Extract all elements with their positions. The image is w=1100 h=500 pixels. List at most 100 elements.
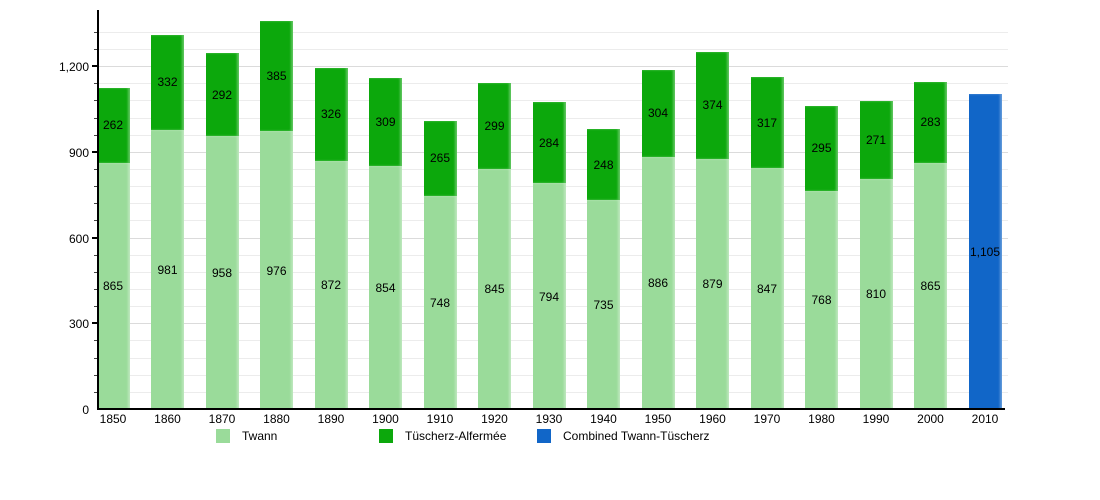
bar-value-label-twann-1900: 854: [375, 281, 396, 295]
bar-segment-t-scherz-alferm-e-1880: 385: [260, 21, 293, 132]
legend-swatch-twann: [216, 429, 230, 443]
bar-value-label-t-scherz-alferm-e-1970: 317: [756, 115, 778, 130]
bar-segment-twann-1980: 768: [805, 190, 838, 410]
legend-label-t-scherz-alferm-e: Tüscherz-Alfermée: [405, 429, 507, 443]
minor-gridline-1260: [98, 49, 1008, 50]
legend-item-combined-twann-t-scherz: Combined Twann-Tüscherz: [537, 429, 710, 443]
legend-label-combined-twann-t-scherz: Combined Twann-Tüscherz: [563, 429, 710, 443]
bar-segment-t-scherz-alferm-e-2000: 283: [914, 82, 947, 163]
legend: Twann Tüscherz-Alfermée Combined Twann-Tüs…: [0, 429, 1100, 447]
bar-segment-t-scherz-alferm-e-1870: 292: [205, 52, 239, 137]
bar-segment-twann-1860: 981: [151, 129, 184, 410]
bar-value-label-twann-1850: 865: [102, 279, 124, 294]
bar-segment-twann-1880: 976: [260, 131, 293, 410]
bar-segment-t-scherz-alferm-e-1960: 374: [696, 52, 729, 159]
bar-segment-t-scherz-alferm-e-1980: 295: [805, 106, 838, 191]
bar-segment-t-scherz-alferm-e-1850: 262: [96, 88, 130, 163]
x-axis-label-1930: 1930: [535, 412, 563, 426]
minor-gridline-1080: [98, 100, 1008, 102]
y-axis-tick-360: [94, 306, 98, 308]
bar-segment-t-scherz-alferm-e-1930: 284: [532, 102, 566, 184]
legend-item-twann: Twann: [216, 429, 277, 443]
bar-value-label-twann-1970: 847: [756, 282, 778, 296]
x-axis-label-1870: 1870: [208, 412, 236, 426]
bar-value-label-twann-1920: 845: [484, 282, 505, 297]
bar-value-label-t-scherz-alferm-e-1990: 271: [865, 132, 887, 147]
x-axis-label-2010: 2010: [971, 412, 999, 426]
x-axis-label-1980: 1980: [808, 412, 835, 426]
y-axis-tick-1020: [94, 117, 98, 119]
y-axis-tick-1140: [94, 83, 98, 85]
y-axis-tick-660: [94, 220, 98, 222]
y-axis-label-300: 300: [68, 317, 89, 332]
x-axis-label-1990: 1990: [862, 412, 890, 426]
y-axis-label-900: 900: [68, 145, 89, 160]
bar-segment-twann-1890: 872: [314, 160, 348, 410]
x-axis-label-1950: 1950: [644, 412, 672, 426]
x-axis-labels: 1850 1860 1870 1880 1890 1900 1910 1920 1930 1940…: [98, 412, 1008, 428]
bar-value-label-twann-1940: 735: [593, 298, 614, 312]
bar-value-label-t-scherz-alferm-e-2000: 283: [920, 115, 941, 130]
y-axis-tick-1320: [94, 31, 98, 33]
minor-gridline-1320: [98, 31, 1008, 33]
bar-value-label-twann-1880: 976: [266, 263, 287, 278]
x-axis-label-1900: 1900: [372, 412, 399, 426]
bar-value-label-t-scherz-alferm-e-1890: 326: [320, 107, 342, 122]
bar-segment-t-scherz-alferm-e-1970: 317: [750, 77, 784, 168]
bar-value-label-t-scherz-alferm-e-1870: 292: [211, 87, 233, 102]
y-axis-tick-240: [94, 340, 98, 342]
bar-segment-t-scherz-alferm-e-1950: 304: [641, 70, 675, 157]
x-axis-label-1860: 1860: [154, 412, 181, 426]
bar-segment-twann-1960: 879: [696, 158, 729, 410]
y-axis-tick-840: [94, 169, 98, 170]
y-axis-line: [97, 10, 99, 410]
bar-segment-twann-1900: 854: [369, 166, 402, 410]
bar-value-label-t-scherz-alferm-e-1850: 262: [102, 118, 124, 133]
bar-value-label-t-scherz-alferm-e-1950: 304: [647, 106, 669, 121]
bar-value-label-twann-1930: 794: [538, 289, 560, 304]
x-axis-label-1880: 1880: [263, 412, 290, 426]
bar-segment-t-scherz-alferm-e-1940: 248: [587, 129, 620, 200]
bar-segment-twann-1990: 810: [859, 178, 893, 410]
x-axis-label-1940: 1940: [590, 412, 617, 426]
y-axis-tick-960: [94, 134, 98, 136]
y-axis-tick-1260: [94, 49, 98, 50]
x-axis-label-1970: 1970: [753, 412, 781, 426]
bar-segment-twann-1950: 886: [641, 156, 675, 410]
legend-swatch-combined-twann-t-scherz: [537, 429, 551, 443]
y-axis-label-1200: 1,200: [58, 60, 89, 75]
bar-segment-twann-2000: 865: [914, 162, 947, 410]
bar-segment-t-scherz-alferm-e-1890: 326: [314, 67, 348, 161]
bar-segment-t-scherz-alferm-e-1910: 265: [423, 120, 457, 197]
bar-segment-twann-1920: 845: [478, 168, 511, 410]
x-axis-label-1910: 1910: [426, 412, 454, 426]
legend-item-t-scherz-alferm-e: Tüscherz-Alfermée: [379, 429, 506, 443]
bar-value-label-twann-1870: 958: [211, 266, 233, 281]
y-axis-tick-420: [94, 289, 98, 290]
bar-value-label-twann-1960: 879: [702, 277, 723, 292]
y-axis-tick-780: [94, 186, 98, 188]
bar-segment-twann-1930: 794: [532, 183, 566, 410]
bar-value-label-t-scherz-alferm-e-1900: 309: [375, 114, 396, 129]
bar-value-label-t-scherz-alferm-e-1930: 284: [538, 135, 560, 150]
bar-value-label-twann-1860: 981: [157, 262, 178, 277]
bar-segment-combined-twann-t-scherz-2010: 1,105: [968, 94, 1002, 410]
y-axis-tick-900: [92, 150, 98, 153]
bar-segment-twann-1850: 865: [96, 162, 130, 410]
y-axis-tick-300: [92, 322, 98, 325]
plot-area: 0 300 600 900 1,200 865 262 981 332 958 292 976 385 8…: [59, 10, 1008, 417]
bar-value-label-t-scherz-alferm-e-1920: 299: [484, 118, 505, 133]
x-axis-line: [97, 408, 1005, 410]
y-axis-tick-180: [94, 357, 98, 359]
bar-segment-t-scherz-alferm-e-1860: 332: [151, 34, 184, 130]
x-axis-label-1920: 1920: [481, 412, 508, 426]
bar-value-label-t-scherz-alferm-e-1860: 332: [157, 75, 178, 90]
bar-segment-twann-1910: 748: [423, 196, 457, 410]
bar-segment-t-scherz-alferm-e-1920: 299: [478, 83, 511, 169]
major-gridline-1200: [98, 66, 1008, 68]
bar-value-label-combined-twann-t-scherz-2010: 1,105: [969, 245, 1001, 260]
x-axis-label-1850: 1850: [99, 412, 127, 426]
bar-value-label-t-scherz-alferm-e-1980: 295: [811, 141, 832, 156]
bar-value-label-twann-1990: 810: [865, 287, 887, 302]
